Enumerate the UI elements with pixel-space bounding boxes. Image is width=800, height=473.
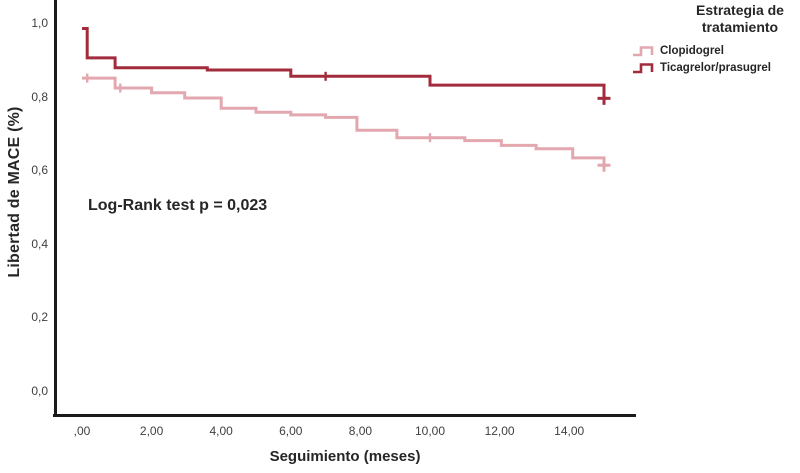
x-tick-label: 14,00 (554, 424, 585, 438)
x-tick-label: 4,00 (209, 424, 233, 438)
legend: Estrategia de tratamiento Clopidogrel Tic… (624, 0, 800, 76)
y-tick-label: 0,2 (31, 310, 48, 324)
legend-items: Clopidogrel Ticagrelor/prasugrel (632, 42, 800, 76)
x-axis-title: Seguimiento (meses) (269, 448, 421, 465)
x-tick-label: 8,00 (348, 424, 373, 438)
y-tick-label: 0,6 (31, 163, 48, 177)
x-tick-label: 6,00 (279, 424, 303, 438)
x-tick-label: 2,00 (139, 424, 164, 438)
legend-title-line: tratamiento (701, 19, 779, 35)
legend-item-clopidogrel: Clopidogrel (632, 42, 800, 59)
x-tick-label: 10,00 (414, 424, 446, 438)
y-tick-label: 1,0 (31, 16, 48, 30)
legend-title: Estrategia de tratamiento (624, 0, 800, 36)
legend-item-ticagrelor-prasugrel: Ticagrelor/prasugrel (632, 59, 800, 76)
step-line-icon (633, 45, 654, 56)
x-tick-label: 12,00 (484, 424, 515, 438)
survival-curve-ticagrelor-prasugrel (82, 27, 607, 100)
legend-item-label: Clopidogrel (660, 44, 724, 57)
legend-item-label: Ticagrelor/prasugrel (660, 61, 771, 74)
y-axis-title: Libertad de MACE (%) (6, 106, 23, 278)
y-tick-label: 0,8 (31, 89, 48, 104)
survival-curve-clopidogrel (82, 76, 607, 167)
log-rank-annotation: Log-Rank test p = 0,023 (88, 197, 268, 214)
y-tick-label: 0,0 (31, 383, 48, 398)
step-line-icon (633, 62, 654, 73)
x-tick-label: ,00 (73, 424, 91, 438)
y-tick-label: 0,4 (31, 236, 48, 251)
legend-title-line: Estrategia de (696, 2, 784, 18)
